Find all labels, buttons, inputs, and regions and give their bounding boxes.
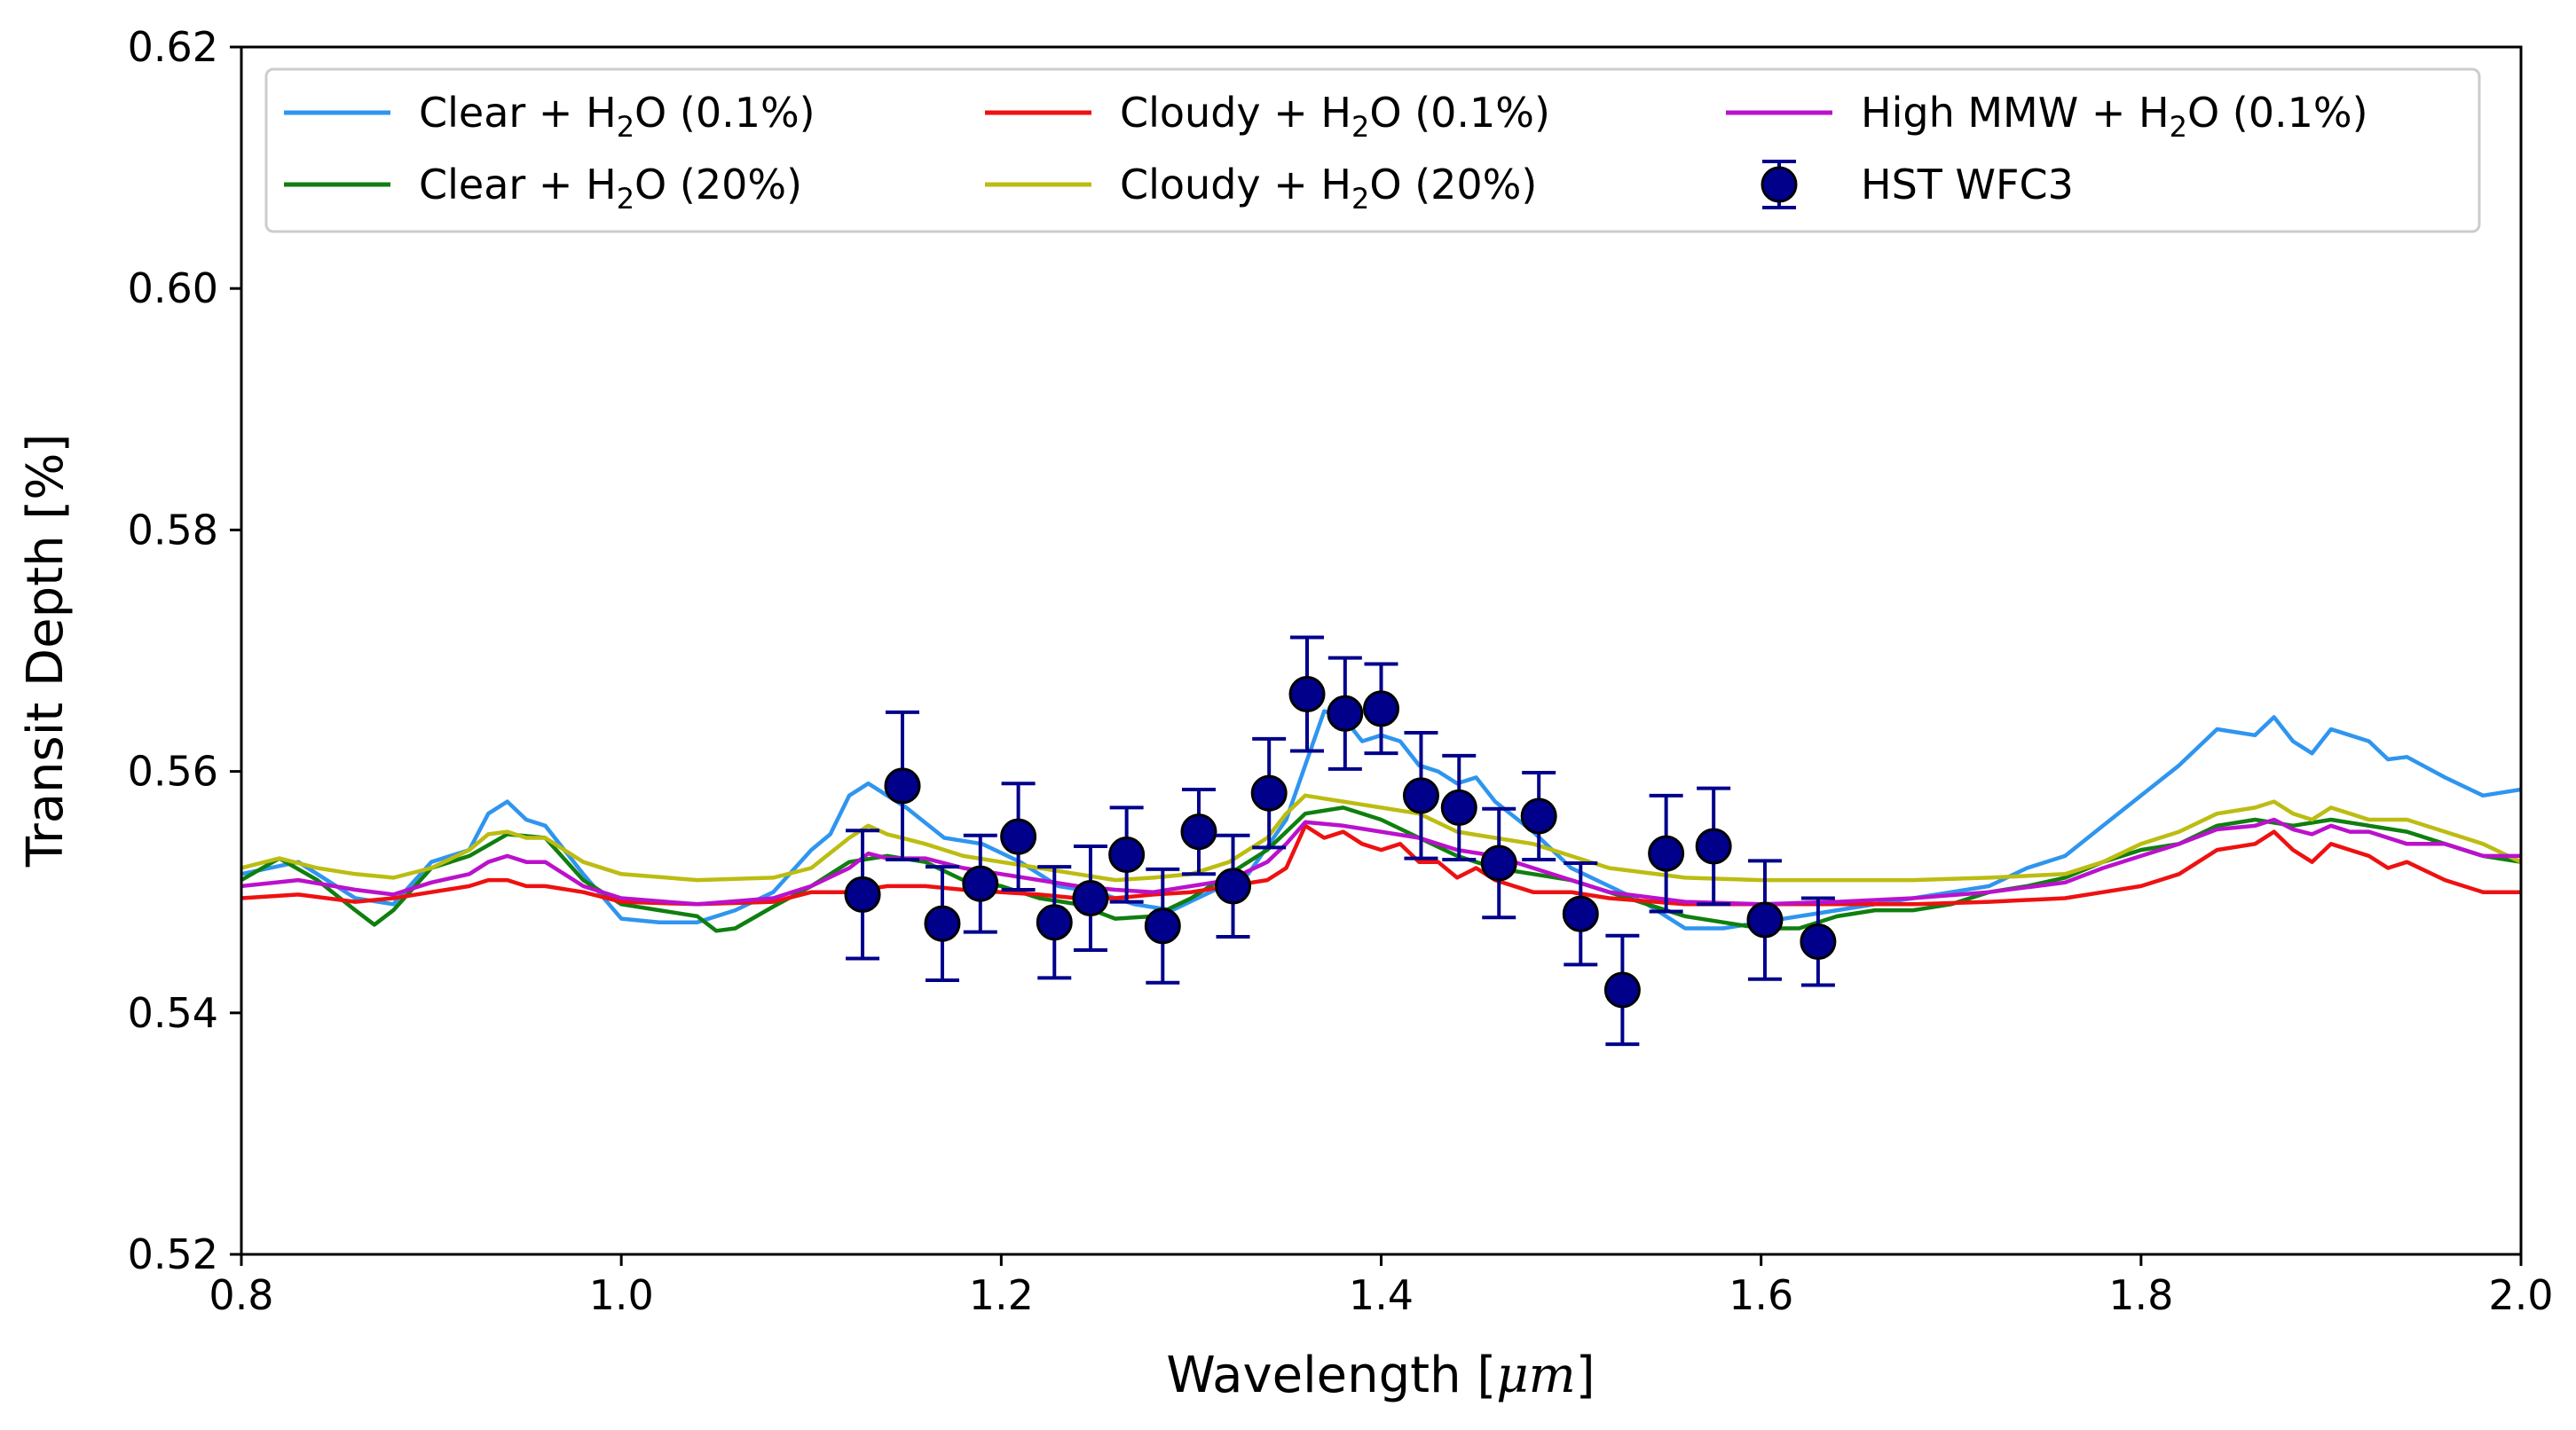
y-tick-label: 0.52 (128, 1230, 218, 1278)
x-axis-label: Wavelength [μm] (1166, 1347, 1595, 1404)
data-point (1250, 774, 1288, 812)
legend-label-clear-h2o-0-1: Clear + H2O (0.1%) (419, 89, 815, 144)
data-point (1800, 923, 1837, 961)
series-line-cloudy-h2o-0-1 (241, 823, 2521, 907)
data-point (1440, 789, 1477, 826)
y-tick-label: 0.54 (128, 989, 218, 1037)
legend-swatch-hst-wfc3 (1761, 166, 1798, 203)
series-line-cloudy-h2o-20 (241, 793, 2521, 883)
data-point (1036, 904, 1073, 941)
legend-label-hst-wfc3: HST WFC3 (1861, 161, 2074, 208)
data-point (1480, 845, 1517, 882)
data-point (1746, 901, 1784, 939)
data-point (1108, 837, 1146, 874)
data-point (1180, 813, 1217, 851)
data-point (1327, 695, 1364, 732)
legend: Clear + H2O (0.1%) Clear + H2O (20%) Cloud… (264, 67, 2481, 233)
legend-label-high-mmw-h2o-0-1: High MMW + H2O (0.1%) (1861, 89, 2368, 144)
legend-label-cloudy-h2o-0-1: Cloudy + H2O (0.1%) (1120, 89, 1550, 144)
axes-layer: 0.8 1.0 1.2 1.4 1.6 1.8 2.0 0.52 0.54 0.56 0.58 0.6… (128, 23, 2554, 1319)
x-tick-label: 1.8 (2108, 1271, 2173, 1319)
y-tick-label: 0.60 (128, 264, 218, 312)
x-tick-label: 1.4 (1349, 1271, 1414, 1319)
data-point (1695, 828, 1732, 865)
scatter-layer (844, 635, 1837, 1047)
series-line-high-mmw-h2o-0-1 (241, 817, 2521, 907)
data-point (1144, 908, 1181, 945)
series-line-clear-h2o-0-1 (241, 709, 2521, 931)
x-tick-label: 2.0 (2488, 1271, 2553, 1319)
data-point (1288, 675, 1326, 712)
y-tick-label: 0.56 (128, 748, 218, 796)
x-tick-label: 1.2 (969, 1271, 1034, 1319)
y-tick-label: 0.62 (128, 23, 218, 71)
data-point (1648, 835, 1685, 872)
legend-box (264, 67, 2481, 233)
data-point (884, 767, 921, 805)
data-point (1520, 798, 1557, 835)
series-layer (241, 709, 2521, 933)
data-point (1402, 777, 1439, 814)
y-axis-label: Transit Depth [%] (17, 434, 75, 868)
data-point (962, 865, 999, 902)
data-point (1000, 818, 1037, 855)
data-point (1215, 868, 1252, 905)
x-tick-label: 1.6 (1729, 1271, 1793, 1319)
data-point (1072, 880, 1109, 917)
y-tick-label: 0.58 (128, 506, 218, 554)
legend-label-clear-h2o-20: Clear + H2O (20%) (419, 161, 802, 216)
x-tick-label: 1.0 (589, 1271, 654, 1319)
data-point (924, 905, 961, 942)
x-tick-label: 0.8 (209, 1271, 273, 1319)
data-point (1603, 971, 1641, 1009)
data-point (844, 876, 881, 913)
data-point (1562, 895, 1599, 932)
legend-label-cloudy-h2o-20: Cloudy + H2O (20%) (1120, 161, 1537, 216)
data-point (1363, 690, 1399, 727)
